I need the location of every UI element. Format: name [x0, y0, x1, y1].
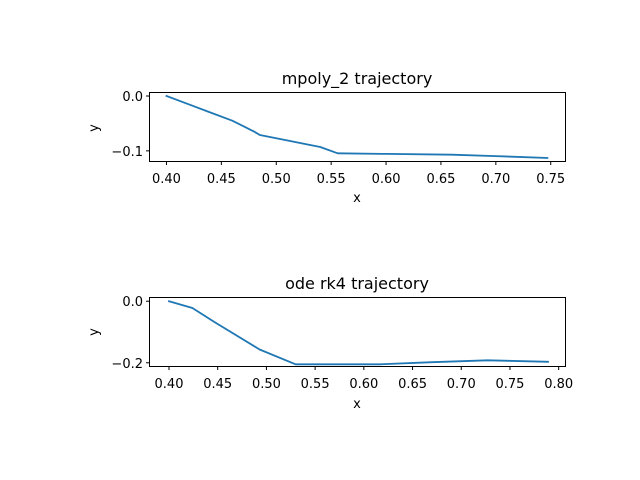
x-tick-label: 0.40 [155, 377, 184, 392]
x-tick-label: 0.50 [262, 172, 291, 187]
y-tick-label: −0.1 [111, 145, 143, 160]
x-tick-label: 0.60 [349, 377, 378, 392]
subplot-mpoly-2-trajectory: mpoly_2 trajectory x y 0.40 0.45 0.50 0.55 0… [87, 69, 566, 206]
x-tick-label: 0.75 [536, 172, 565, 187]
series-line [165, 94, 549, 159]
y-tick-label: 0.0 [122, 295, 143, 310]
axes-frame [149, 297, 566, 367]
y-axis-label: y [87, 124, 102, 132]
y-tick-label: −0.2 [111, 357, 143, 372]
subplot-title: ode rk4 trajectory [285, 274, 429, 293]
subplot-title: mpoly_2 trajectory [282, 69, 433, 89]
x-tick-label: 0.45 [203, 377, 232, 392]
x-tick-label: 0.60 [372, 172, 401, 187]
axes-frame [149, 92, 566, 162]
y-tick-label: 0.0 [122, 90, 143, 105]
x-axis-label: x [353, 397, 361, 412]
x-tick-label: 0.55 [317, 172, 346, 187]
x-tick-label: 0.65 [398, 377, 427, 392]
x-tick-label: 0.55 [301, 377, 330, 392]
subplot-ode-rk4-trajectory: ode rk4 trajectory x y 0.40 0.45 0.50 0.55 0… [87, 274, 573, 412]
x-axis-label: x [353, 191, 361, 206]
series-line [167, 300, 549, 366]
x-tick-label: 0.70 [447, 377, 476, 392]
y-axis-label: y [87, 328, 102, 336]
x-tick-label: 0.50 [252, 377, 281, 392]
x-tick-label: 0.70 [481, 172, 510, 187]
x-tick-label: 0.65 [426, 172, 455, 187]
x-tick-label: 0.45 [207, 172, 236, 187]
x-tick-label: 0.75 [495, 377, 524, 392]
x-tick-label: 0.80 [544, 377, 573, 392]
x-tick-label: 0.40 [152, 172, 181, 187]
